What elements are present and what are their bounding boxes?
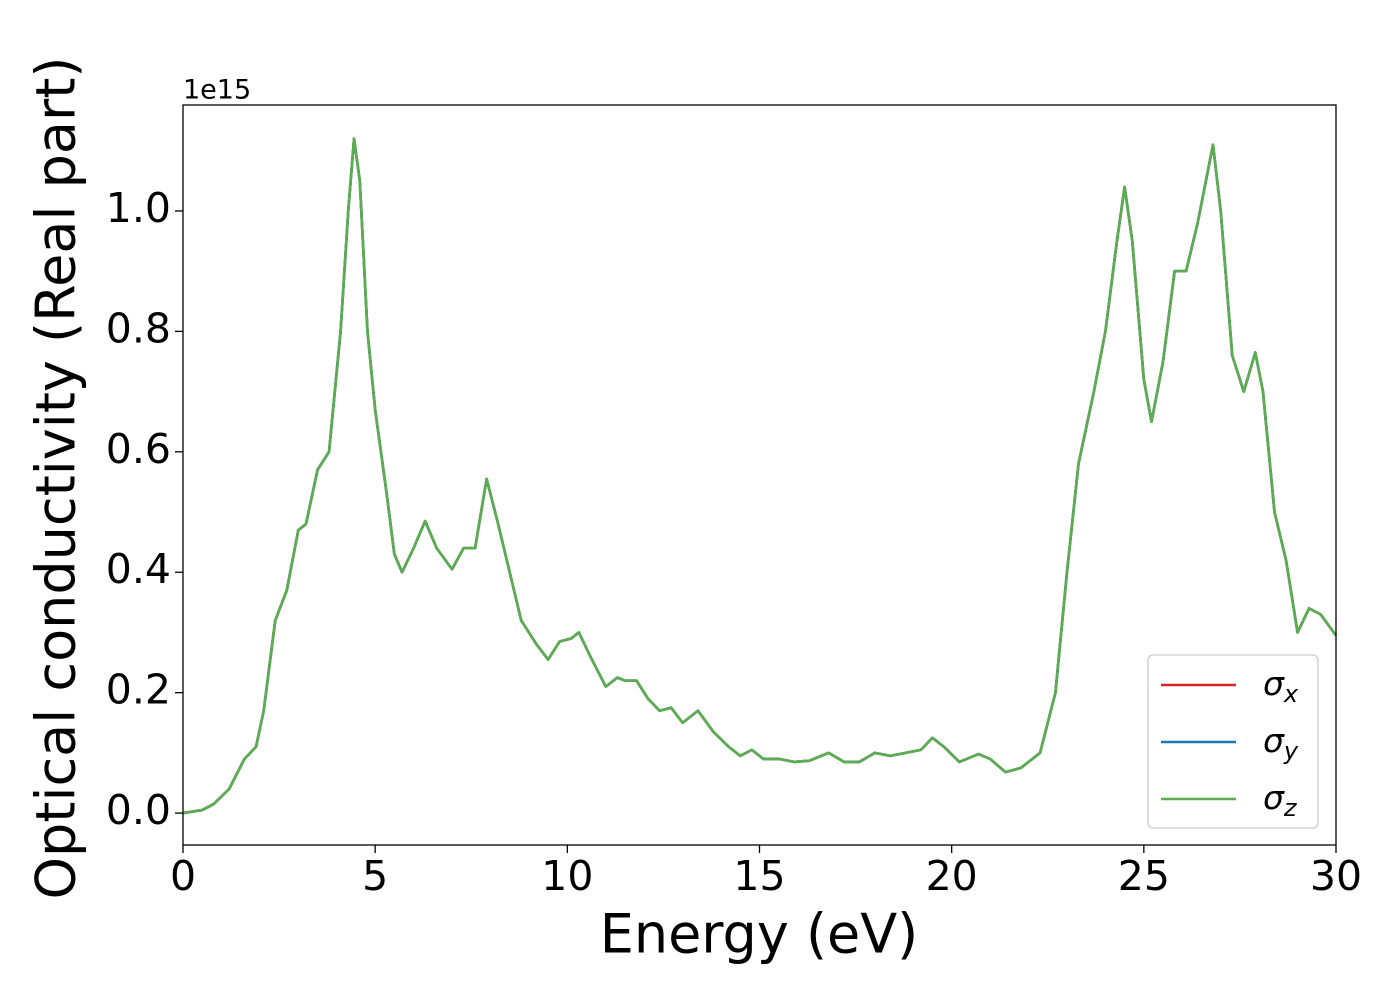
y-axis-label: Optical conductivity (Real part) <box>25 57 88 900</box>
y-offset-label: 1e15 <box>183 75 251 106</box>
y-tick-label: 0.6 <box>106 425 171 473</box>
legend-label: σy <box>1263 721 1299 766</box>
x-tick-label: 5 <box>362 852 388 900</box>
y-tick-label: 0.4 <box>106 545 171 593</box>
x-tick-label: 30 <box>1310 852 1362 900</box>
x-tick-label: 0 <box>170 852 196 900</box>
x-tick-label: 20 <box>926 852 978 900</box>
legend-label: σx <box>1263 664 1299 709</box>
plot-frame <box>182 104 1337 846</box>
y-tick-label: 0.2 <box>106 666 171 714</box>
x-axis-label: Energy (eV) <box>600 903 919 966</box>
y-tick-label: 1.0 <box>106 184 171 232</box>
y-tick-label: 0.0 <box>106 786 171 834</box>
x-tick-label: 10 <box>541 852 593 900</box>
y-tick-label: 0.8 <box>106 304 171 352</box>
x-tick-label: 25 <box>1118 852 1170 900</box>
legend-label: σz <box>1263 778 1298 823</box>
data-line <box>182 137 1338 815</box>
x-tick-label: 15 <box>733 852 785 900</box>
